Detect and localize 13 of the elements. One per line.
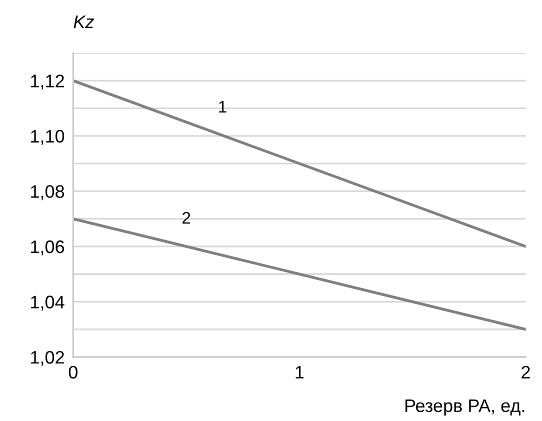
y-tick-label: 1,06 xyxy=(31,240,64,256)
series-label: 1 xyxy=(219,101,226,112)
y-axis-title: Kz xyxy=(74,16,94,28)
y-tick-label: 1,12 xyxy=(31,74,64,90)
y-tick-label: 1,10 xyxy=(31,130,64,145)
y-tick-label: 1,08 xyxy=(31,185,64,200)
y-tick-label: 1,02 xyxy=(31,350,64,366)
x-tick-label: 0 xyxy=(68,366,78,379)
y-tick-label: 1,04 xyxy=(31,296,64,311)
x-tick-label: 2 xyxy=(522,366,530,378)
series-label: 2 xyxy=(182,212,190,224)
x-axis-title: Резерв РА, ед. xyxy=(405,400,524,416)
x-tick-label: 1 xyxy=(296,366,304,378)
